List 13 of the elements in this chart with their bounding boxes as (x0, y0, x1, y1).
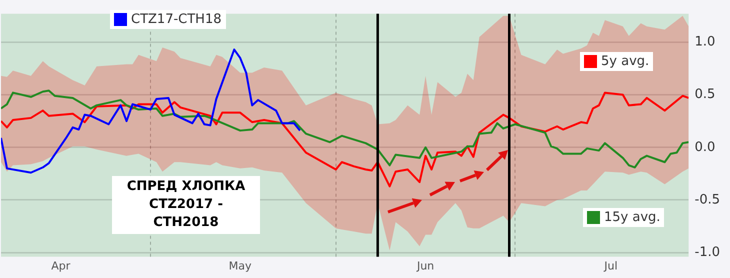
y-tick-label: 0.5 (694, 87, 716, 102)
x-tick-label: May (228, 259, 252, 272)
x-tick-label: Apr (51, 259, 71, 272)
annotation: СПРЕД ХЛОПКА CTZ2017 - CTH2018 (112, 176, 260, 234)
y-tick-label: -0.5 (694, 192, 720, 208)
y-tick-label: 1.0 (694, 34, 716, 50)
y-tick-label: 0.0 (694, 140, 716, 155)
legend-label: CTZ17-CTH18 (131, 12, 222, 27)
x-tick-label: Jun (416, 259, 434, 272)
legend-label: 15y avg. (604, 210, 660, 225)
x-tick-label: Jul (603, 259, 618, 272)
series-label: 5y avg. (601, 54, 650, 69)
y-tick-label: -1.0 (694, 244, 720, 260)
